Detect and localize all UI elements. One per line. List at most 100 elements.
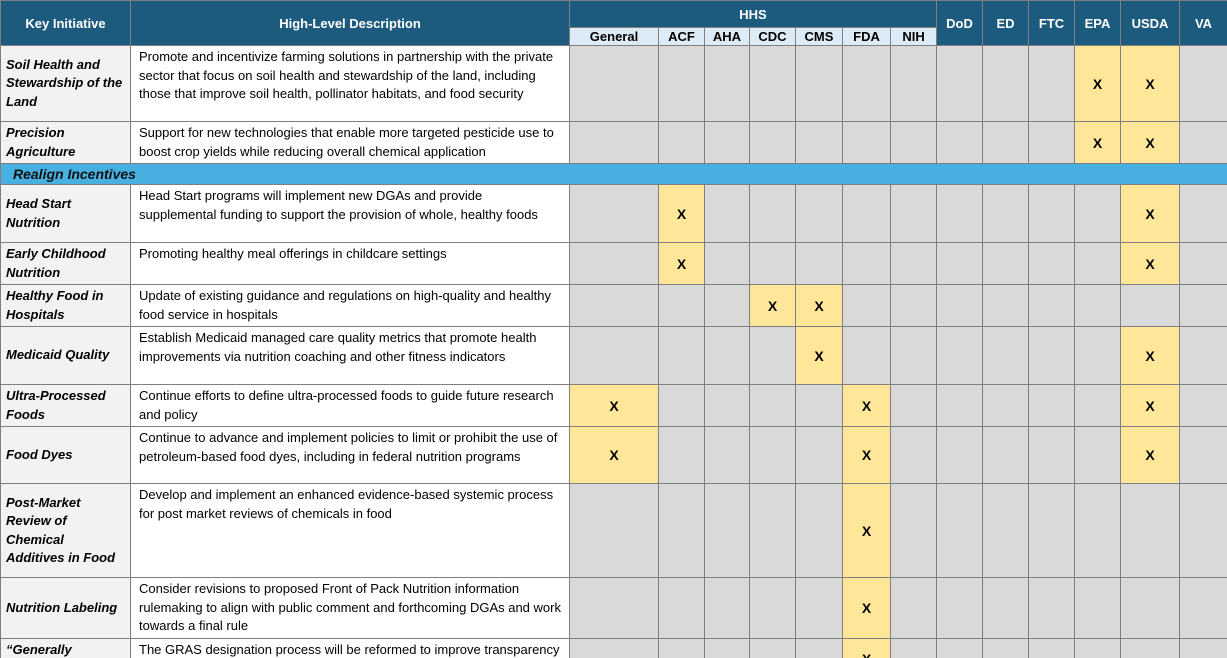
agency-header: FTC — [1028, 0, 1076, 46]
agency-cell — [1120, 637, 1181, 658]
agency-cell — [1074, 284, 1122, 327]
agency-cell — [704, 384, 750, 427]
agency-cell — [982, 45, 1030, 122]
description: Support for new technologies that enable… — [130, 121, 570, 164]
agency-header: ED — [982, 0, 1030, 46]
section-title: Realign Incentives — [0, 163, 1227, 185]
agency-cell — [1179, 326, 1227, 385]
initiative-name: Post-Market Review of Chemical Additives… — [0, 483, 131, 578]
agency-cell: X — [1120, 384, 1181, 427]
initiative-name: Medicaid Quality — [0, 326, 131, 385]
description: Develop and implement an enhanced eviden… — [130, 483, 570, 578]
initiative-row: Nutrition Labeling Consider revisions to … — [0, 577, 1227, 639]
initiative-name: Nutrition Labeling — [0, 577, 131, 639]
subheader-row: General ACF AHA CDC CMS FDA NIH — [1, 27, 1227, 46]
initiative-name: Ultra-Processed Foods — [0, 384, 131, 427]
agency-cell: X — [1120, 326, 1181, 385]
agency-cell — [936, 577, 984, 639]
initiative-name: Healthy Food in Hospitals — [0, 284, 131, 327]
agency-cell — [1179, 284, 1227, 327]
initiative-row: “Generally Regarded asThe GRAS designati… — [0, 637, 1227, 658]
description: Promoting healthy meal offerings in chil… — [130, 242, 570, 285]
agency-cell — [889, 242, 938, 285]
agency-cell — [982, 184, 1030, 243]
agency-cell — [936, 384, 984, 427]
agency-cell — [1179, 426, 1227, 484]
agency-cell — [658, 483, 705, 578]
agency-cell — [1028, 483, 1076, 578]
section-row: Realign Incentives — [0, 163, 1227, 185]
agency-cell — [842, 242, 891, 285]
agency-cell: X — [1120, 45, 1181, 122]
agency-cell — [936, 483, 984, 578]
agency-cell — [936, 426, 984, 484]
agency-cell — [936, 184, 984, 243]
agency-cell — [704, 326, 750, 385]
agency-cell — [842, 121, 891, 164]
agency-cell — [1028, 384, 1076, 427]
agency-cell — [889, 384, 938, 427]
agency-cell — [569, 637, 659, 658]
agency-cell — [749, 426, 796, 484]
agency-cell — [936, 242, 984, 285]
agency-cell — [936, 45, 984, 122]
agency-cell — [936, 284, 984, 327]
agency-cell — [569, 284, 659, 327]
agency-cell — [658, 577, 705, 639]
agency-cell: X — [1120, 426, 1181, 484]
agency-cell — [1120, 577, 1181, 639]
initiative-name: Food Dyes — [0, 426, 131, 484]
agency-cell: X — [749, 284, 796, 327]
agency-cell — [889, 326, 938, 385]
agency-cell: X — [1120, 242, 1181, 285]
agency-cell — [982, 326, 1030, 385]
agency-cell — [936, 637, 984, 658]
agency-header: FDA — [842, 27, 891, 46]
agency-cell — [982, 121, 1030, 164]
agency-cell: X — [569, 426, 659, 484]
agency-cell — [1074, 426, 1122, 484]
agency-cell — [1179, 45, 1227, 122]
agency-cell — [795, 577, 843, 639]
agency-header: ACF — [658, 27, 705, 46]
agency-header: DoD — [936, 0, 984, 46]
agency-cell — [889, 637, 938, 658]
agency-cell — [1028, 326, 1076, 385]
agency-cell: X — [1120, 184, 1181, 243]
agency-cell — [1074, 326, 1122, 385]
agency-cell — [889, 577, 938, 639]
agency-cell — [795, 637, 843, 658]
agency-cell — [1028, 284, 1076, 327]
agency-cell — [569, 45, 659, 122]
description: Establish Medicaid managed care quality … — [130, 326, 570, 385]
initiative-row: Food Dyes Continue to advance and impleme… — [0, 426, 1227, 484]
agency-cell — [795, 45, 843, 122]
agency-cell — [1179, 184, 1227, 243]
description: Promote and incentivize farming solution… — [130, 45, 570, 122]
agency-cell — [1179, 637, 1227, 658]
agency-cell — [749, 483, 796, 578]
agency-cell: X — [842, 577, 891, 639]
agency-cell — [569, 121, 659, 164]
agency-cell — [569, 577, 659, 639]
agency-cell — [842, 184, 891, 243]
agency-cell — [795, 426, 843, 484]
agency-cell — [1179, 242, 1227, 285]
description: Consider revisions to proposed Front of … — [130, 577, 570, 639]
agency-cell: X — [1074, 45, 1122, 122]
agency-cell — [749, 384, 796, 427]
agency-cell: X — [569, 384, 659, 427]
agency-cell — [795, 384, 843, 427]
agency-cell — [569, 184, 659, 243]
agency-cell — [936, 121, 984, 164]
agency-cell — [982, 577, 1030, 639]
description: The GRAS designation process will be ref… — [130, 637, 570, 658]
agency-header: CDC — [749, 27, 796, 46]
initiative-name: “Generally Regarded as — [0, 637, 131, 658]
agency-cell — [1074, 242, 1122, 285]
description: Update of existing guidance and regulati… — [130, 284, 570, 327]
agency-cell — [658, 426, 705, 484]
agency-cell — [842, 326, 891, 385]
agency-header: VA — [1179, 0, 1227, 46]
agency-cell — [1120, 483, 1181, 578]
